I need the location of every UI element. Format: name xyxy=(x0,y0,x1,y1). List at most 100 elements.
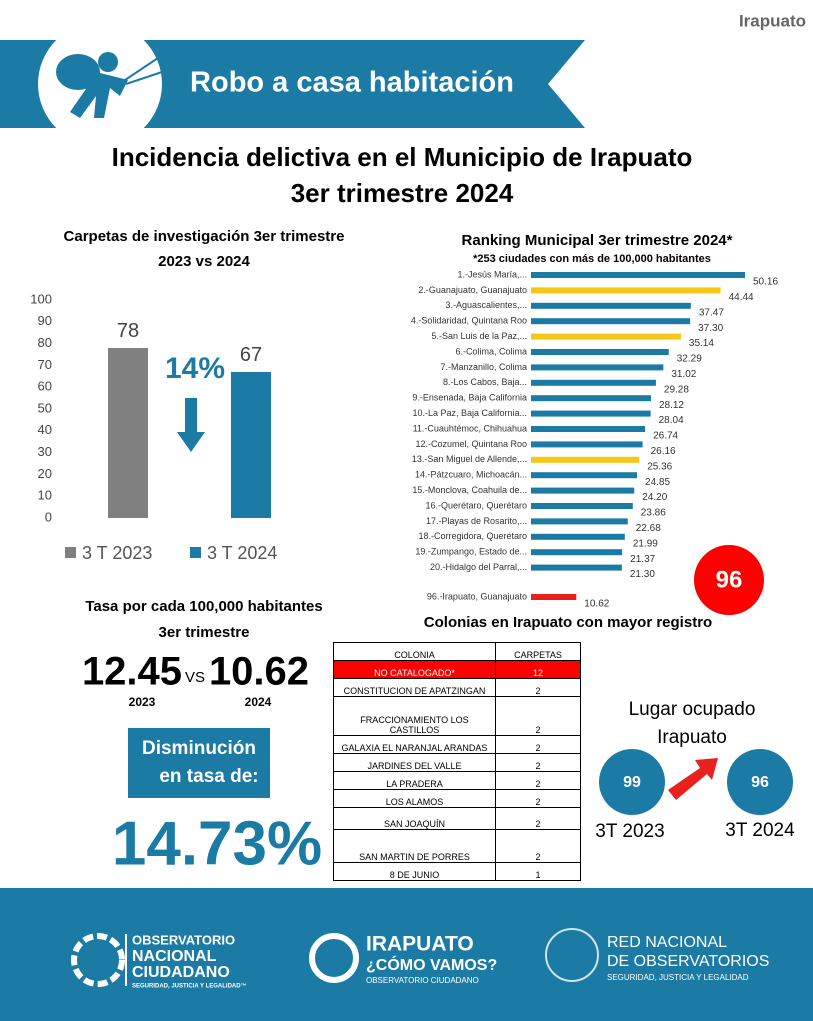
table-cell: 2 xyxy=(495,789,581,808)
bar xyxy=(531,379,656,386)
onc-logo xyxy=(71,933,125,987)
category-label: 4.-Solidaridad, Quintana Roo xyxy=(411,316,527,326)
chart-title: Carpetas de investigación 3er trimestre xyxy=(64,228,345,245)
decrease-box-text: Disminución xyxy=(142,738,256,759)
category-label: 17.-Playas de Rosarito,... xyxy=(426,516,527,526)
table-cell: LA PRADERA xyxy=(333,771,496,790)
category-label: 14.-Pátzcuaro, Michoacán... xyxy=(415,470,527,480)
place-2024: 96 xyxy=(751,774,769,791)
bar xyxy=(531,518,628,525)
bar xyxy=(531,564,622,571)
table-cell: 1 xyxy=(495,862,581,881)
table-row: LA PRADERA 2 xyxy=(333,771,581,790)
legend-label: 3 T 2023 xyxy=(82,543,152,563)
bar xyxy=(531,410,651,417)
value-label: 50.16 xyxy=(753,277,778,288)
rate-subtitle: 3er trimestre xyxy=(159,624,250,641)
y-tick-label: 30 xyxy=(38,444,52,459)
bar xyxy=(531,318,691,325)
logo-text: IRAPUATO xyxy=(366,933,474,956)
bar xyxy=(531,456,640,463)
logo-text: DE OBSERVATORIOS xyxy=(607,953,769,970)
category-label: 18.-Corregidora, Querétaro xyxy=(418,531,527,541)
value-label: 22.68 xyxy=(636,523,661,534)
table-row: SAN JOAQUÍN 2 xyxy=(333,807,581,830)
value-label: 67 xyxy=(240,344,262,366)
bar xyxy=(531,533,625,540)
main-title: Incidencia delictiva en el Municipio de … xyxy=(112,142,693,172)
rate-title: Tasa por cada 100,000 habitantes xyxy=(85,598,322,615)
place-circle xyxy=(727,749,793,815)
table-cell: 12 xyxy=(495,660,581,679)
value-label: 28.12 xyxy=(659,400,684,411)
year-label: 2024 xyxy=(245,695,272,709)
logo-text: CIUDADANO xyxy=(132,964,230,981)
bar xyxy=(531,426,646,432)
y-tick-label: 90 xyxy=(38,313,52,328)
logo-text: SEGURIDAD, JUSTICIA Y LEGALIDAD™ xyxy=(132,983,247,990)
table-cell: 2 xyxy=(495,753,581,772)
header-cell: CARPETAS xyxy=(495,642,581,661)
place-circle xyxy=(599,749,665,815)
table-row: JARDINES DEL VALLE 2 xyxy=(333,753,581,772)
table-cell: 2 xyxy=(495,696,581,736)
value-label: 29.28 xyxy=(664,384,689,395)
vs: VS xyxy=(185,669,205,686)
table-cell: NO CATALOGADO* xyxy=(333,660,496,679)
table-row: NO CATALOGADO* 12 xyxy=(333,660,581,679)
main-title: 3er trimestre 2024 xyxy=(291,178,514,208)
bar xyxy=(531,549,623,556)
banner-title: Robo a casa habitación xyxy=(190,67,514,99)
category-label: 5.-San Luis de la Paz,... xyxy=(431,331,527,341)
value-label: 21.30 xyxy=(630,569,655,580)
place-label: 3T 2024 xyxy=(725,820,795,841)
value-label: 31.02 xyxy=(671,369,696,380)
y-tick-label: 60 xyxy=(38,379,52,394)
value-label: 24.20 xyxy=(642,492,667,503)
value-label: 24.85 xyxy=(645,477,670,488)
logo-text: ¿CÓMO VAMOS? xyxy=(366,955,497,974)
logo-text: RED NACIONAL xyxy=(607,934,727,951)
down-arrow xyxy=(177,398,205,452)
table-row: CONSTITUCION DE APATZINGAN 2 xyxy=(333,678,581,697)
chart-title: Ranking Municipal 3er trimestre 2024* xyxy=(462,232,733,249)
table-cell: LOS ALAMOS xyxy=(333,789,496,808)
bar xyxy=(531,594,577,600)
bar xyxy=(531,441,643,448)
decrease-value: 14.73% xyxy=(112,809,322,878)
y-tick-label: 80 xyxy=(38,335,52,350)
city-label: Irapuato xyxy=(739,11,806,30)
place-2023: 99 xyxy=(623,774,641,791)
value-label: 21.37 xyxy=(630,554,655,565)
logo-text: NACIONAL xyxy=(132,948,217,965)
value-label: 32.29 xyxy=(677,354,702,365)
value-label: 37.30 xyxy=(698,323,723,334)
place-arrow xyxy=(668,758,718,800)
y-tick-label: 50 xyxy=(38,400,52,415)
category-label: 6.-Colima, Colima xyxy=(455,346,527,356)
category-label: 8.-Los Cabos, Baja... xyxy=(443,377,527,387)
bar xyxy=(531,472,638,479)
table-cell: 2 xyxy=(495,829,581,863)
table-row: SAN MARTIN DE PORRES 2 xyxy=(333,829,581,863)
table-cell: CONSTITUCION DE APATZINGAN xyxy=(333,678,496,697)
bar xyxy=(531,287,721,294)
chart-subtitle: *253 ciudades con más de 100,000 habitan… xyxy=(473,253,711,265)
value-label: 21.99 xyxy=(633,538,658,549)
y-tick-label: 70 xyxy=(38,357,52,372)
category-label: 96.-Irapuato, Guanajuato xyxy=(427,591,527,601)
y-tick-label: 40 xyxy=(38,422,52,437)
value-label: 23.86 xyxy=(641,508,666,519)
legend-label: 3 T 2024 xyxy=(207,543,277,563)
value-label: 25.36 xyxy=(647,461,672,472)
bar xyxy=(531,272,745,278)
y-tick-label: 20 xyxy=(38,466,52,481)
place-title: Lugar ocupado xyxy=(629,699,756,720)
category-label: 9.-Ensenada, Baja California xyxy=(412,393,527,403)
value-label: 26.74 xyxy=(653,431,678,442)
category-label: 13.-San Miguel de Allende,... xyxy=(412,454,527,464)
legend-swatch xyxy=(65,547,76,558)
category-label: 15.-Monclova, Coahuila de... xyxy=(412,485,527,495)
